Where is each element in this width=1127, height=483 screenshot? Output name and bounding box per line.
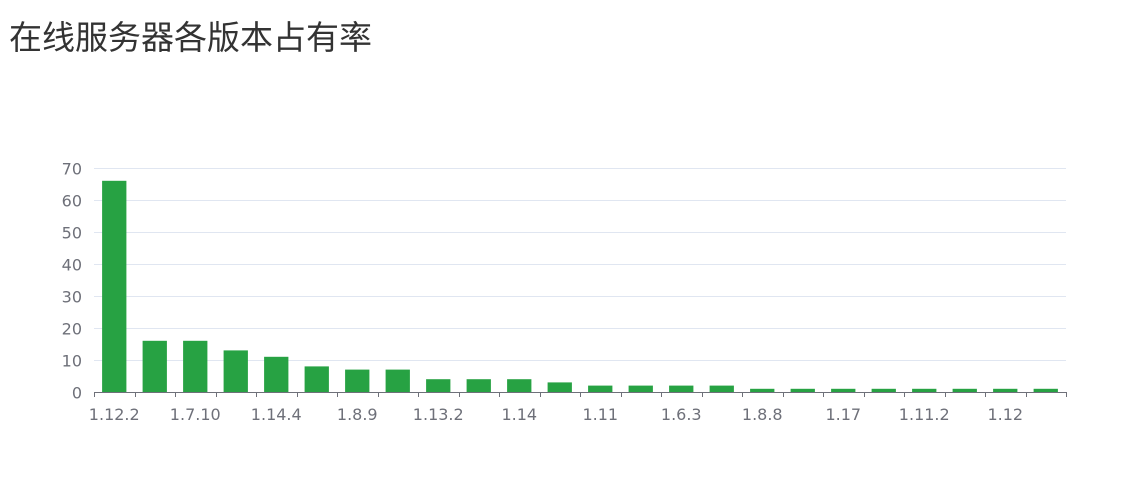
x-tick-label: 1.13.2 xyxy=(413,405,464,424)
bar[interactable] xyxy=(426,379,451,392)
bar[interactable] xyxy=(831,388,856,392)
bar[interactable] xyxy=(142,340,167,392)
x-tick-label: 1.17 xyxy=(825,405,861,424)
bar[interactable] xyxy=(507,379,532,392)
y-tick-label: 0 xyxy=(72,384,82,403)
x-tick-label: 1.6.3 xyxy=(661,405,702,424)
bar[interactable] xyxy=(669,385,694,392)
bar[interactable] xyxy=(223,350,248,392)
y-tick-label: 30 xyxy=(62,288,82,307)
bar[interactable] xyxy=(588,385,613,392)
bar[interactable] xyxy=(709,385,734,392)
x-tick-label: 1.11.2 xyxy=(899,405,950,424)
y-tick-label: 60 xyxy=(62,192,82,211)
bar[interactable] xyxy=(1033,388,1058,392)
bar[interactable] xyxy=(183,340,208,392)
y-tick-label: 50 xyxy=(62,224,82,243)
y-tick-label: 40 xyxy=(62,256,82,275)
bar[interactable] xyxy=(871,388,896,392)
x-tick-label: 1.8.9 xyxy=(337,405,378,424)
bars xyxy=(102,180,1058,392)
tick-labels: 0 10 20 30 40 50 60 70 1.12.2 1.7.10 1.14.4 1.8.9 1.… xyxy=(62,160,1023,425)
bar[interactable] xyxy=(993,388,1018,392)
x-tick-label: 1.7.10 xyxy=(170,405,221,424)
bar[interactable] xyxy=(264,356,289,392)
x-tick-label: 1.12.2 xyxy=(89,405,140,424)
x-tick-label: 1.14.4 xyxy=(251,405,302,424)
bar[interactable] xyxy=(952,388,977,392)
bar[interactable] xyxy=(750,388,775,392)
x-tick-label: 1.11 xyxy=(582,405,618,424)
y-tick-label: 20 xyxy=(62,320,82,339)
bar[interactable] xyxy=(790,388,815,392)
bar[interactable] xyxy=(304,366,329,392)
chart-title: 在线服务器各版本占有率 xyxy=(9,18,372,57)
x-tick-label: 1.12 xyxy=(987,405,1023,424)
grid-lines xyxy=(94,168,1066,361)
x-tick-label: 1.14 xyxy=(501,405,537,424)
bar[interactable] xyxy=(912,388,937,392)
y-tick-label: 10 xyxy=(62,352,82,371)
axes xyxy=(94,392,1067,397)
y-tick-label: 70 xyxy=(62,160,82,179)
bar[interactable] xyxy=(547,382,572,392)
bar[interactable] xyxy=(345,369,370,392)
bar[interactable] xyxy=(385,369,410,392)
bar[interactable] xyxy=(628,385,653,392)
bar[interactable] xyxy=(466,379,491,392)
x-tick-label: 1.8.8 xyxy=(742,405,783,424)
bar[interactable] xyxy=(102,180,127,392)
